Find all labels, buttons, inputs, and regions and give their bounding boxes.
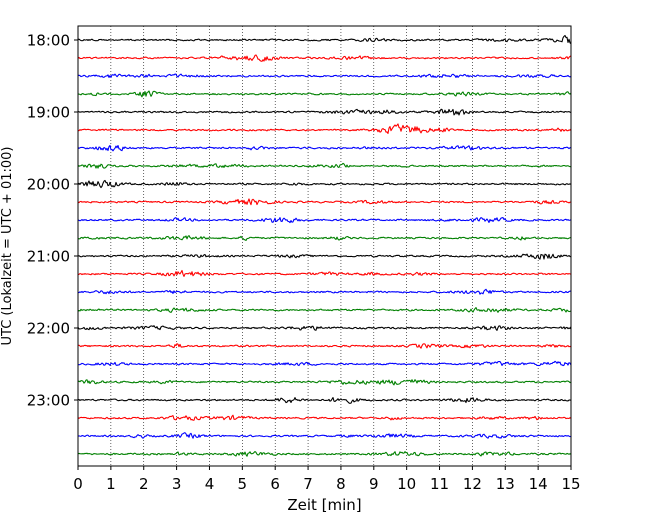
- seismogram-trace-row: [77, 90, 572, 98]
- y-tick-label: 23:00: [27, 392, 70, 410]
- y-tick-label: 19:00: [27, 104, 70, 122]
- x-axis-label: Zeit [min]: [287, 496, 361, 514]
- x-tick-label: 5: [238, 475, 248, 493]
- seismogram-trace-row: [77, 397, 572, 404]
- seismogram-trace-row: [77, 217, 572, 224]
- x-tick-label: 9: [369, 475, 379, 493]
- x-tick-label: 8: [336, 475, 346, 493]
- y-tick-label: 20:00: [27, 176, 70, 194]
- x-tick-label: 14: [529, 475, 548, 493]
- x-tick-label: 2: [139, 475, 149, 493]
- y-tick-label: 22:00: [27, 320, 70, 338]
- x-tick-label: 4: [205, 475, 215, 493]
- seismogram-trace-row: [77, 123, 572, 135]
- x-tick-label: 6: [270, 475, 280, 493]
- seismogram-trace-row: [77, 432, 572, 439]
- x-tick-label: 3: [172, 475, 182, 493]
- seismogram-trace-row: [77, 450, 572, 457]
- y-tick-label: 18:00: [27, 32, 70, 50]
- tick-layer: 0 1 2 3 4 5 6 7 8 9 10 11 12 13 14 1518:0019:0020:0021:…: [27, 32, 581, 494]
- seismogram-trace-row: [77, 269, 572, 277]
- seismogram-trace-row: [77, 198, 572, 206]
- seismogram-trace-row: [77, 343, 572, 349]
- seismogram-trace-row: [77, 235, 572, 242]
- seismogram-trace-row: [77, 414, 572, 421]
- seismogram-trace-row: [77, 54, 572, 62]
- seismogram-trace-row: [77, 108, 572, 116]
- seismogram-trace-row: [77, 253, 572, 260]
- grid-layer: [110, 26, 539, 466]
- seismogram-trace-row: [77, 325, 572, 331]
- x-tick-label: 0: [73, 475, 83, 493]
- x-tick-label: 10: [397, 475, 416, 493]
- seismogram-trace-row: [77, 307, 572, 313]
- seismogram-trace-row: [77, 34, 572, 45]
- x-tick-label: 1: [106, 475, 116, 493]
- seismogram-trace-row: [77, 73, 572, 79]
- x-tick-label: 7: [303, 475, 313, 493]
- seismogram-trace-row: [77, 379, 572, 386]
- x-tick-label: 13: [496, 475, 515, 493]
- x-tick-label: 12: [463, 475, 482, 493]
- y-tick-label: 21:00: [27, 248, 70, 266]
- y-axis-label: UTC (Lokalzeit = UTC + 01:00): [0, 147, 15, 346]
- x-tick-label: 15: [561, 475, 580, 493]
- seismogram-trace-row: [77, 360, 572, 367]
- trace-layer: [77, 34, 572, 457]
- plot-frame: [77, 25, 572, 467]
- seismogram-trace-row: [77, 288, 572, 295]
- seismogram-trace-row: [77, 179, 572, 189]
- seismogram-trace-row: [77, 144, 572, 152]
- seismogram-trace-row: [77, 162, 572, 169]
- x-tick-label: 11: [430, 475, 449, 493]
